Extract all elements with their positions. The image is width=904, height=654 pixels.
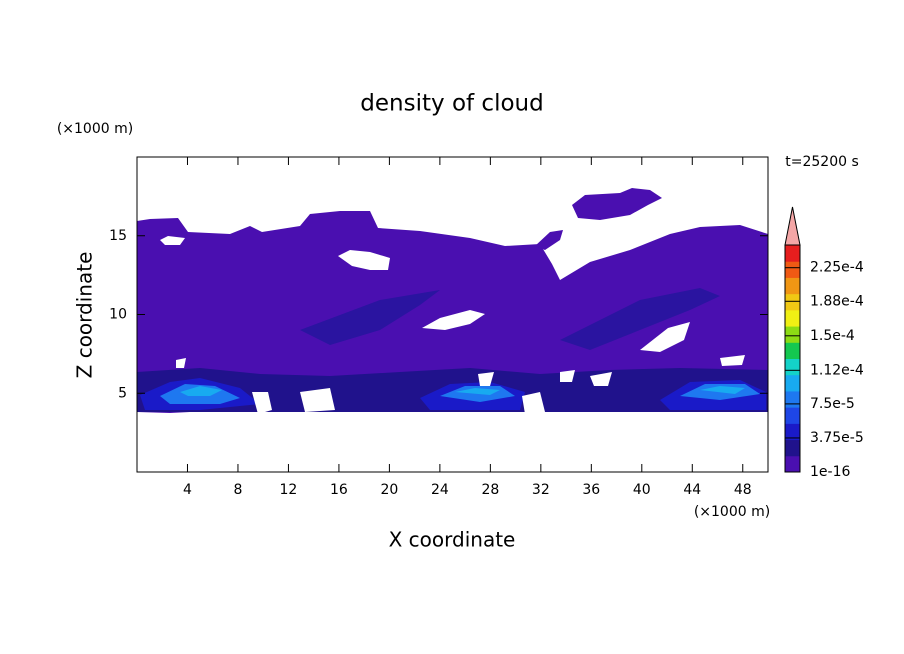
colorbar-swatch — [785, 455, 800, 473]
colorbar-swatch — [785, 439, 800, 457]
colorbar-tick-label: 1.88e-4 — [810, 293, 864, 309]
x-tick-label: 20 — [380, 482, 398, 498]
colorbar-swatch — [785, 342, 800, 359]
y-axis-label: Z coordinate — [73, 252, 97, 379]
colorbar-swatch — [785, 326, 800, 343]
colorbar-tick-label: 2.25e-4 — [810, 260, 864, 276]
colorbar-extend — [784, 206, 801, 246]
chart-title: density of cloud — [360, 91, 543, 117]
colorbar-tick-label: 1.5e-4 — [810, 328, 855, 344]
y-tick-label: 10 — [109, 307, 127, 323]
colorbar-tick-label: 1e-16 — [810, 464, 850, 480]
x-axis-label: X coordinate — [389, 528, 516, 552]
y-tick-label: 15 — [109, 228, 127, 244]
x-tick-label: 28 — [481, 482, 499, 498]
x-tick-label: 40 — [633, 482, 651, 498]
x-tick-label: 44 — [683, 482, 701, 498]
time-annotation: t=25200 s — [785, 154, 859, 170]
x-tick-label: 8 — [233, 482, 242, 498]
x-unit: (×1000 m) — [694, 504, 770, 520]
colorbar-swatch — [785, 245, 800, 262]
colorbar-swatch — [785, 374, 800, 392]
colorbar-tick-label: 3.75e-5 — [810, 430, 864, 446]
colorbar-tick-label: 7.5e-5 — [810, 396, 855, 412]
colorbar-swatch — [785, 358, 800, 376]
x-tick-label: 36 — [582, 482, 600, 498]
cloud-field — [137, 188, 768, 414]
y-unit: (×1000 m) — [57, 121, 133, 137]
x-tick-label: 12 — [280, 482, 298, 498]
x-tick-label: 24 — [431, 482, 449, 498]
y-tick-label: 5 — [118, 385, 127, 401]
colorbar-tick-label: 1.12e-4 — [810, 362, 864, 378]
x-tick-label: 48 — [734, 482, 752, 498]
colorbar-swatch — [785, 277, 800, 295]
x-tick-label: 4 — [183, 482, 192, 498]
colorbar-swatch — [785, 293, 800, 311]
colorbar-swatch — [785, 407, 800, 424]
x-tick-label: 32 — [532, 482, 550, 498]
x-tick-label: 16 — [330, 482, 348, 498]
colorbar-swatch — [785, 261, 800, 278]
colorbar-swatch — [785, 309, 800, 327]
colorbar-swatch — [785, 390, 800, 408]
colorbar-swatch — [785, 423, 800, 441]
